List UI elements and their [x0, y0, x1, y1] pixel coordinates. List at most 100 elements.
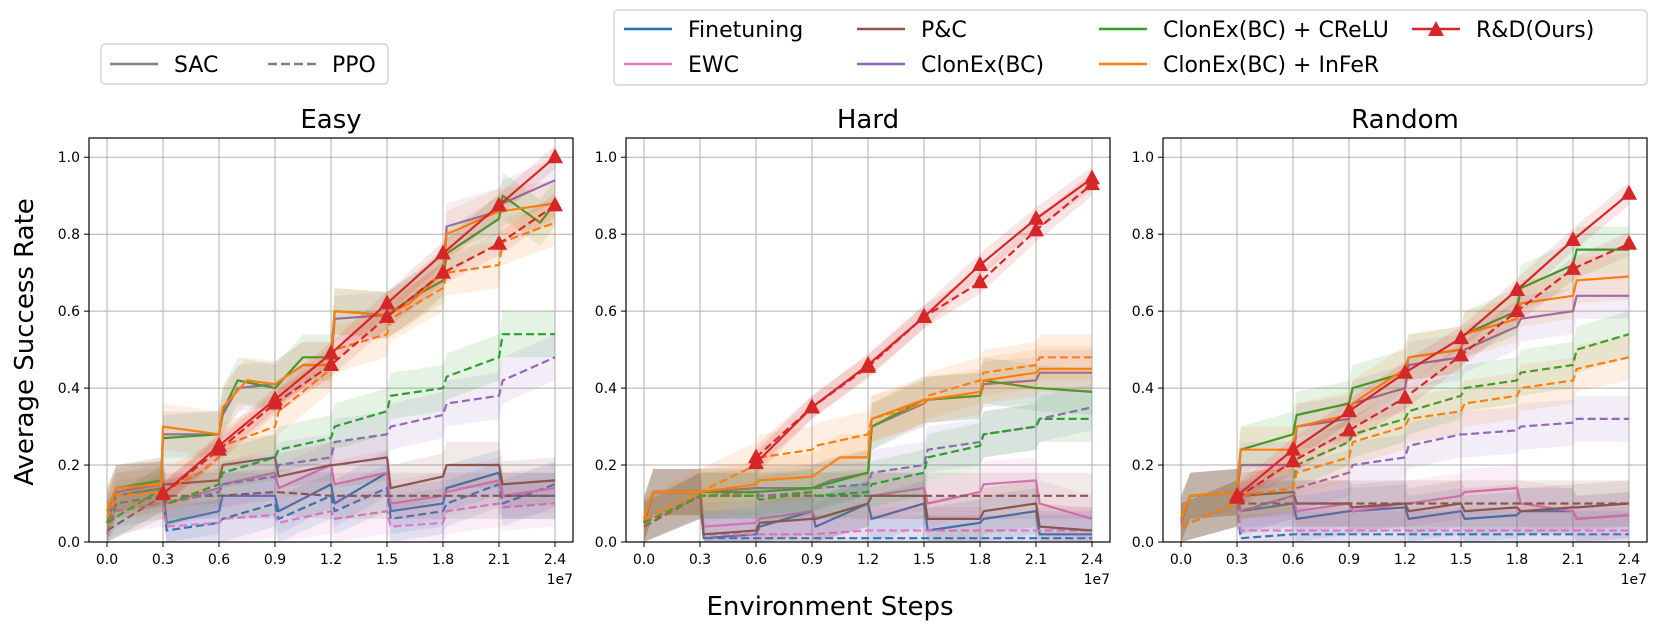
clonex-ppo-line	[106, 356, 556, 524]
rd-marker	[547, 196, 563, 212]
x-tick-label: 1.2	[1394, 552, 1416, 568]
x-offset-label: 1e7	[1621, 572, 1647, 588]
rd-marker	[1509, 302, 1525, 318]
rd-sac-line	[162, 156, 556, 495]
panel-title: Hard	[837, 105, 899, 135]
y-tick-label: 1.0	[1132, 150, 1154, 166]
y-tick-label: 0.6	[1132, 304, 1154, 320]
series-group	[1179, 182, 1630, 542]
sac-legend-label: SAC	[174, 53, 218, 78]
ewc-ppo-band	[644, 472, 1092, 542]
rd-marker	[1028, 221, 1044, 237]
crelu-ppo-band	[644, 395, 1092, 542]
rd-marker	[267, 394, 283, 410]
rd-marker	[1453, 329, 1469, 345]
rd-marker	[547, 148, 563, 164]
y-tick-label: 0.0	[58, 535, 80, 551]
x-tick-label: 1.5	[913, 552, 935, 568]
x-tick-label: 1.8	[969, 552, 991, 568]
rd-marker	[972, 273, 988, 289]
y-tick-label: 0.4	[595, 381, 617, 397]
y-tick-label: 0.0	[595, 535, 617, 551]
rd-marker	[435, 244, 451, 260]
rd-sac-band	[1237, 182, 1629, 508]
x-tick-label: 1.5	[376, 552, 398, 568]
ewc-legend-label: EWC	[688, 53, 739, 78]
y-tick-label: 0.8	[595, 227, 617, 243]
x-tick-label: 2.4	[544, 552, 566, 568]
rd-marker	[379, 307, 395, 323]
rd-marker	[1565, 230, 1581, 246]
rd-marker	[1397, 363, 1413, 379]
rd-marker	[323, 356, 339, 372]
x-tick-label: 0.3	[1226, 552, 1248, 568]
y-tick-label: 0.2	[595, 458, 617, 474]
x-tick-label: 2.1	[1025, 552, 1047, 568]
ewc-ppo-line	[105, 502, 556, 535]
infer-sac-line	[642, 367, 1092, 520]
x-offset-label: 1e7	[547, 572, 573, 588]
rd-marker	[1565, 259, 1581, 275]
x-tick-label: 0.3	[689, 552, 711, 568]
pc-ppo-band	[107, 468, 555, 542]
infer-ppo-band	[1181, 334, 1629, 542]
rd-marker	[1397, 388, 1413, 404]
x-tick-label: 2.4	[1081, 552, 1103, 568]
finetuning-sac-line	[105, 471, 555, 524]
method-legend: Finetuning EWC P&C ClonEx(BC) ClonEx(BC)…	[613, 9, 1648, 86]
rd-marker	[916, 307, 932, 323]
rd-marker	[1453, 346, 1469, 362]
panels: Easy 0.0 0.3 0.6 0.9 1.2 1.5 1.8 2.1 2.4 0.0 0.2 0.4…	[58, 105, 1648, 588]
rd-marker	[748, 448, 764, 464]
rd-marker	[972, 255, 988, 271]
clonex-sac-band	[644, 349, 1092, 542]
rd-marker	[379, 294, 395, 310]
rd-marker	[1621, 184, 1637, 200]
infer-legend-label: ClonEx(BC) + InFeR	[1163, 53, 1379, 78]
x-tick-label: 0.0	[633, 552, 655, 568]
pc-ppo-band	[644, 472, 1092, 542]
x-tick-label: 2.1	[1562, 552, 1584, 568]
y-tick-label: 0.4	[58, 381, 80, 397]
x-tick-label: 1.2	[320, 552, 342, 568]
crelu-ppo-line	[106, 333, 555, 524]
clonex-ppo-line	[1180, 417, 1629, 528]
rd-marker	[1341, 402, 1357, 418]
rd-sac-line	[1236, 192, 1630, 497]
infer-ppo-band	[644, 334, 1092, 542]
rd-marker	[1285, 440, 1301, 456]
ewc-ppo-line	[1180, 502, 1629, 532]
rd-marker	[860, 357, 876, 373]
x-tick-label: 0.3	[152, 552, 174, 568]
x-offset-label: 1e7	[1084, 572, 1110, 588]
x-tick-label: 1.8	[432, 552, 454, 568]
rd-marker	[1084, 175, 1100, 191]
rd-marker	[1621, 234, 1637, 250]
crelu-legend-label: ClonEx(BC) + CReLU	[1163, 18, 1389, 43]
y-tick-label: 0.0	[1132, 535, 1154, 551]
x-tick-label: 0.9	[801, 552, 823, 568]
ewc-sac-band	[644, 457, 1092, 542]
clonex-legend-label: ClonEx(BC)	[921, 53, 1044, 78]
rd-marker	[1229, 488, 1245, 504]
rd-marker	[435, 263, 451, 279]
y-tick-label: 0.6	[58, 304, 80, 320]
rd-marker	[491, 196, 507, 212]
crelu-ppo-line	[1180, 333, 1630, 528]
rd-marker	[1509, 280, 1525, 296]
rd-marker	[804, 398, 820, 414]
style-legend: SAC PPO	[100, 43, 389, 85]
y-tick-label: 1.0	[58, 150, 80, 166]
infer-ppo-line	[1180, 356, 1630, 528]
ewc-sac-band	[107, 442, 555, 542]
rd-ppo-line	[1236, 242, 1630, 499]
rd-ppo-band	[163, 193, 555, 506]
pc-ppo-line	[643, 494, 1092, 528]
rd-marker	[323, 344, 339, 360]
pc-sac-line	[105, 456, 556, 512]
x-tick-label: 0.0	[1170, 552, 1192, 568]
finetuning-ppo-band	[1181, 480, 1629, 542]
pc-ppo-line	[1180, 502, 1629, 528]
y-tick-label: 1.0	[595, 150, 617, 166]
